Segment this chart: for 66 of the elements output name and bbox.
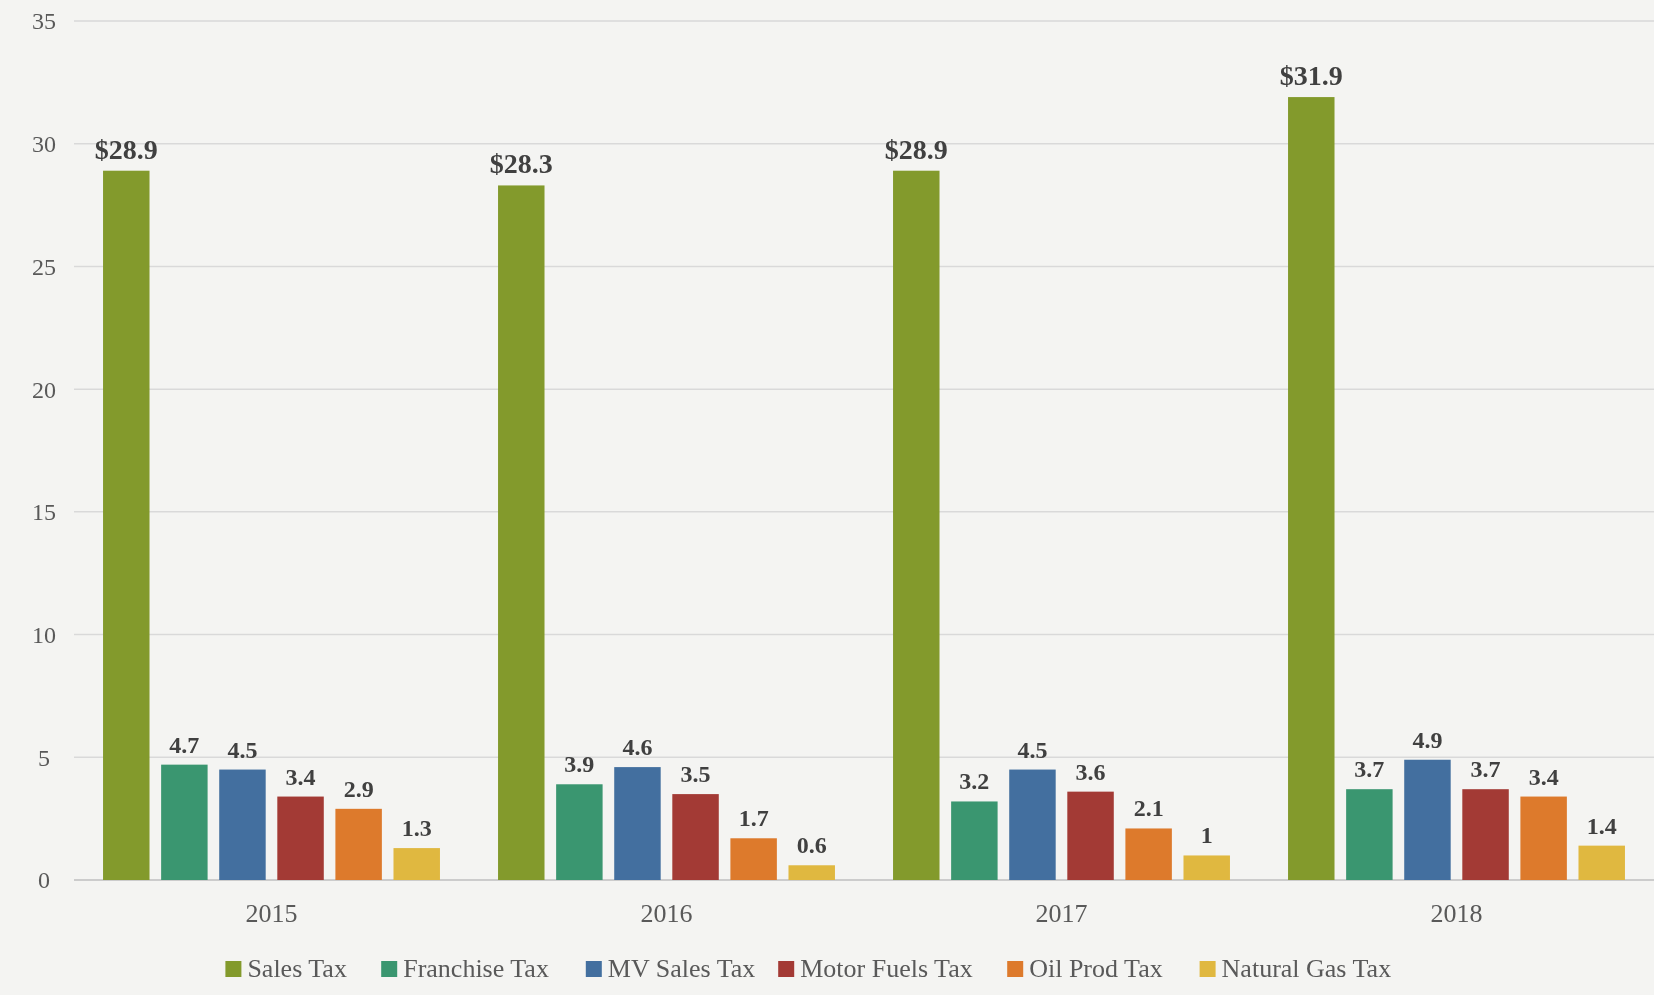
bar xyxy=(393,848,440,880)
x-tick-label: 2017 xyxy=(1035,899,1088,928)
bar xyxy=(335,808,382,880)
data-label: 4.5 xyxy=(1017,736,1048,763)
data-label: 2.1 xyxy=(1133,795,1164,822)
legend-label: Motor Fuels Tax xyxy=(800,954,973,983)
bar xyxy=(951,801,998,880)
y-tick-label: 20 xyxy=(32,376,56,403)
bar xyxy=(1520,796,1567,880)
legend-label: Natural Gas Tax xyxy=(1221,954,1392,983)
data-label: 4.7 xyxy=(169,731,200,758)
bar xyxy=(1404,759,1451,880)
data-label: 3.9 xyxy=(564,751,595,778)
y-tick-label: 30 xyxy=(32,131,56,158)
y-tick-label: 5 xyxy=(38,744,50,771)
bar xyxy=(498,185,545,880)
legend-label: MV Sales Tax xyxy=(607,954,756,983)
data-label: 1.4 xyxy=(1586,812,1617,839)
y-tick-label: 25 xyxy=(32,253,56,280)
data-label: $28.9 xyxy=(94,133,158,165)
bar xyxy=(1183,855,1230,880)
bar xyxy=(103,170,150,880)
bar xyxy=(277,796,324,880)
y-tick-label: 15 xyxy=(32,499,56,526)
bar xyxy=(788,865,835,880)
bar xyxy=(1288,97,1335,880)
data-label: $28.3 xyxy=(489,148,553,180)
data-label: 1.7 xyxy=(738,805,769,832)
bar xyxy=(672,794,719,880)
data-label: 4.5 xyxy=(227,736,258,763)
data-label: 1.3 xyxy=(401,815,432,842)
data-label: 3.2 xyxy=(959,768,990,795)
bar xyxy=(556,784,603,880)
data-label: 3.7 xyxy=(1470,756,1501,783)
bar xyxy=(614,767,661,880)
bar xyxy=(161,764,208,880)
bar xyxy=(1578,845,1625,880)
data-label: 3.5 xyxy=(680,761,711,788)
legend-label: Oil Prod Tax xyxy=(1029,954,1163,983)
data-label: 4.9 xyxy=(1412,726,1443,753)
data-label: 0.6 xyxy=(796,832,827,859)
bar xyxy=(1009,769,1056,880)
data-label: $28.9 xyxy=(884,133,948,165)
legend-label: Sales Tax xyxy=(247,954,347,983)
data-label: 3.4 xyxy=(285,763,316,790)
legend-label: Franchise Tax xyxy=(403,954,549,983)
bar xyxy=(893,170,940,880)
data-label: 3.6 xyxy=(1075,758,1106,785)
data-label: 3.4 xyxy=(1528,763,1559,790)
bar xyxy=(219,769,266,880)
bar xyxy=(1125,828,1172,880)
bar xyxy=(1067,791,1114,880)
data-label: 2.9 xyxy=(343,775,374,802)
data-label: $31.9 xyxy=(1279,60,1343,92)
bar xyxy=(1462,789,1509,880)
data-label: 3.7 xyxy=(1354,756,1385,783)
bar xyxy=(1346,789,1393,880)
y-tick-label: 10 xyxy=(32,621,56,648)
y-tick-label: 0 xyxy=(38,867,50,894)
x-tick-label: 2015 xyxy=(245,899,298,928)
data-label: 4.6 xyxy=(622,734,653,761)
x-tick-label: 2016 xyxy=(640,899,693,928)
bar xyxy=(730,838,777,880)
data-label: 1 xyxy=(1200,822,1213,849)
x-tick-label: 2018 xyxy=(1430,899,1483,928)
y-tick-label: 35 xyxy=(32,8,56,35)
